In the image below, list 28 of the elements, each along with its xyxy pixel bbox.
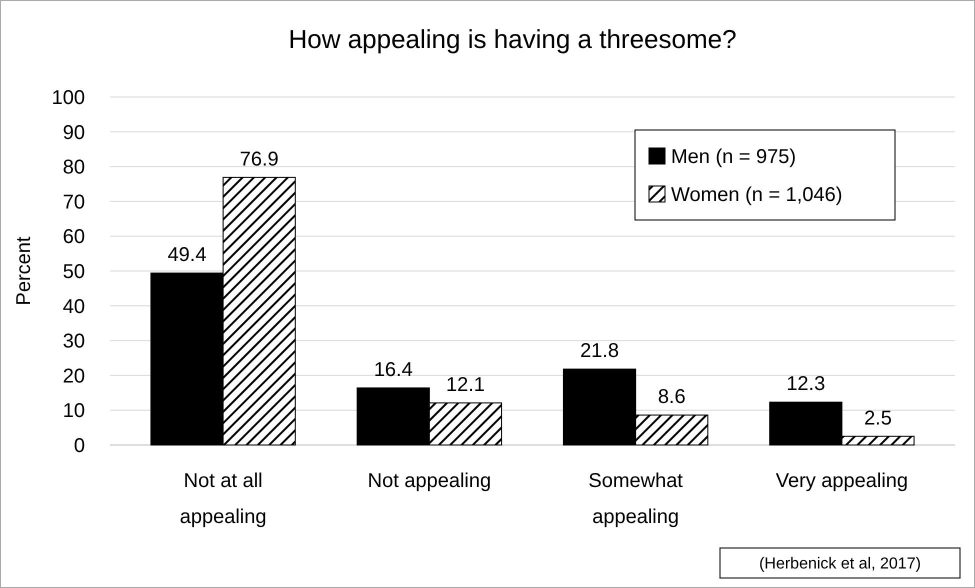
y-tick-label: 20	[62, 365, 85, 388]
x-tick-label: Not at all appealing	[180, 470, 266, 528]
y-tick-label: 0	[74, 435, 85, 457]
x-tick-label: Very appealing	[776, 470, 908, 492]
data-label: 49.4	[168, 244, 206, 266]
y-tick-label: 10	[62, 400, 85, 422]
x-tick-label: Not appealing	[368, 470, 492, 492]
data-label: 12.3	[786, 373, 826, 396]
legend-label: Women (n = 1,046)	[671, 184, 842, 206]
y-tick-label: 40	[62, 296, 85, 318]
data-label: 8.6	[658, 386, 686, 408]
x-tick-label: Somewhat appealing	[588, 470, 684, 528]
y-tick-label: 100	[52, 87, 85, 109]
data-label: 76.9	[240, 148, 279, 170]
text: (Herbenick et al, 2017)	[759, 556, 921, 573]
y-tick-label: 60	[62, 226, 85, 248]
y-tick-label: 70	[62, 191, 85, 214]
y-tick-label: 30	[62, 330, 85, 353]
data-label: 12.1	[446, 374, 485, 396]
data-label: 21.8	[580, 340, 619, 362]
data-label: 16.4	[374, 358, 413, 381]
y-tick-label: 90	[62, 122, 85, 144]
legend-label: Men (n = 975)	[671, 146, 796, 168]
y-tick-label: 50	[62, 261, 85, 283]
y-tick-label: 80	[62, 156, 85, 179]
data-label: 2.5	[864, 407, 892, 430]
y-axis-title: Percent	[13, 236, 35, 306]
chart-title: How appealing is having a threesome?	[288, 24, 737, 54]
